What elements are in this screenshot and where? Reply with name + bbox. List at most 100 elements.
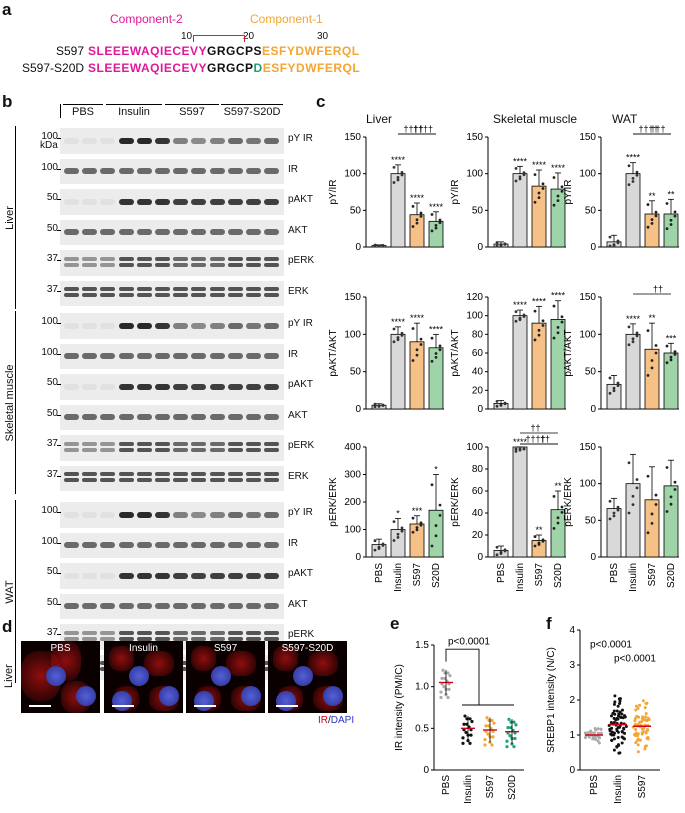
data-point (499, 404, 503, 407)
blot-band (173, 603, 189, 610)
data-point (634, 728, 638, 732)
stain-dapi: DAPI (330, 715, 355, 726)
data-point (627, 325, 631, 329)
data-point (392, 520, 396, 524)
data-point (598, 732, 602, 736)
data-point (608, 376, 612, 380)
data-point (556, 194, 560, 198)
blot-band (227, 353, 243, 360)
y-tick-label: 1.5 (415, 640, 429, 651)
blot-band (264, 636, 280, 641)
mw-marker: 37 (46, 627, 58, 638)
data-point (463, 714, 467, 718)
bracket-label: †††† (403, 125, 423, 134)
blot-band (64, 256, 79, 261)
data-point (419, 337, 423, 341)
mw-marker: 100 (41, 316, 58, 327)
data-point (641, 715, 645, 719)
mw-marker: 100 (41, 505, 58, 516)
blot-band (264, 572, 280, 579)
blot-band (82, 168, 98, 175)
data-point (430, 213, 434, 216)
data-point (495, 404, 499, 408)
blot-band (264, 447, 280, 452)
dapi-nucleus (129, 666, 149, 686)
blot-band (227, 511, 243, 518)
blot-band (64, 293, 79, 298)
data-point (613, 700, 617, 704)
data-point (669, 218, 673, 222)
data-point (631, 337, 635, 341)
dapi-nucleus (194, 691, 214, 711)
data-point (609, 714, 613, 718)
y-tick-label: 0 (477, 242, 483, 253)
x-tick-label: S20D (507, 775, 518, 800)
microscopy-label: S597-S20D (281, 643, 334, 654)
bar-chart: 0 50 100 150 pAKT/AKT **** **** **** (328, 292, 444, 415)
data-point (434, 352, 438, 355)
data-point (620, 741, 624, 745)
blot-band (100, 603, 116, 610)
data-point (608, 244, 612, 248)
data-point (552, 176, 556, 179)
data-point (616, 384, 620, 388)
data-point (612, 511, 616, 515)
data-point (610, 739, 614, 743)
blot-band (118, 287, 134, 292)
data-point (634, 704, 638, 708)
blot-row-label: IR (288, 163, 298, 175)
data-point (430, 544, 434, 548)
blot-band (209, 511, 225, 518)
blot-band (264, 441, 280, 446)
significance-stars: **** (513, 300, 528, 310)
data-point (669, 355, 673, 359)
data-point (434, 355, 438, 359)
seq-row1-name: S597 (56, 44, 85, 58)
blot-strip (60, 189, 284, 215)
data-point (495, 553, 499, 557)
pos-20: 20 (243, 31, 255, 42)
data-point (596, 727, 600, 731)
data-point (650, 222, 654, 225)
microscopy-image: S597 (186, 641, 265, 713)
data-point (392, 539, 396, 542)
data-point (419, 215, 423, 218)
blot-band (100, 414, 116, 421)
blot-band (246, 322, 261, 329)
seq-row2: SLEEEWAQIECEVYGRGCPDESFYDWFERQL (88, 61, 360, 75)
data-point (665, 344, 669, 348)
data-point (541, 324, 545, 327)
blot-band (191, 137, 207, 144)
y-tick-label: 50 (350, 205, 362, 216)
data-point (636, 734, 640, 738)
data-point (556, 521, 560, 525)
data-point (400, 173, 404, 177)
data-point (589, 731, 593, 735)
ir-intensity-scatter: 0 0.5 1.0 1.5 IR intensity (PM/IC) PBS Insulin… (394, 637, 524, 804)
blot-band (64, 168, 79, 175)
data-point (491, 735, 495, 739)
data-point (514, 179, 518, 183)
blot-band (100, 168, 116, 175)
x-tick-label: S20D (666, 563, 677, 588)
blot-band (100, 256, 116, 261)
data-point (411, 225, 415, 228)
blot-band (64, 511, 79, 518)
blot-band (209, 287, 225, 292)
blot-band (246, 478, 261, 483)
y-tick-label: 100 (344, 169, 361, 180)
data-point (512, 720, 516, 724)
data-point (514, 167, 518, 170)
significance-stars: **** (410, 313, 425, 323)
data-point (541, 187, 545, 190)
blot-band (173, 447, 189, 452)
data-point (634, 731, 638, 735)
panel-a-label: a (2, 0, 12, 19)
blot-band (209, 636, 225, 641)
bar (428, 347, 444, 410)
data-point (419, 211, 423, 215)
data-point (616, 730, 620, 734)
blot-row-label: IR (288, 348, 298, 360)
blot-band (118, 511, 134, 518)
